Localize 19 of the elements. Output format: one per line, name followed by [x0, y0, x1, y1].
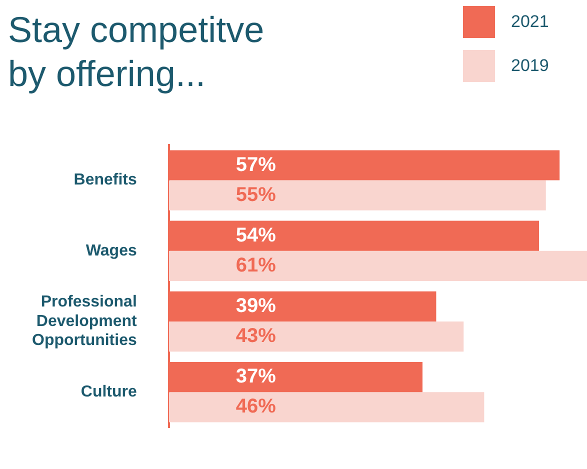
bar: [168, 250, 587, 282]
data-label: 55%: [236, 184, 276, 206]
y-tick-label: Wages: [86, 242, 137, 260]
y-tick-label: Professional Development Opportunities: [32, 294, 138, 350]
data-label: 57%: [236, 154, 276, 176]
bar: [168, 322, 464, 352]
data-label: 39%: [236, 294, 276, 317]
y-tick-label: Culture: [80, 384, 137, 401]
bar: [168, 392, 484, 422]
data-label: 43%: [236, 325, 276, 348]
data-label: 54%: [236, 224, 276, 246]
bar: [168, 180, 546, 210]
data-label: 37%: [236, 366, 276, 388]
y-tick-label: Benefits: [74, 172, 137, 189]
legend-label: 2021: [511, 12, 549, 32]
data-label: 61%: [236, 254, 276, 276]
legend-label: 2019: [511, 56, 549, 76]
chart-title: Stay competitve by offering...: [8, 8, 264, 96]
data-label: 46%: [236, 396, 276, 418]
